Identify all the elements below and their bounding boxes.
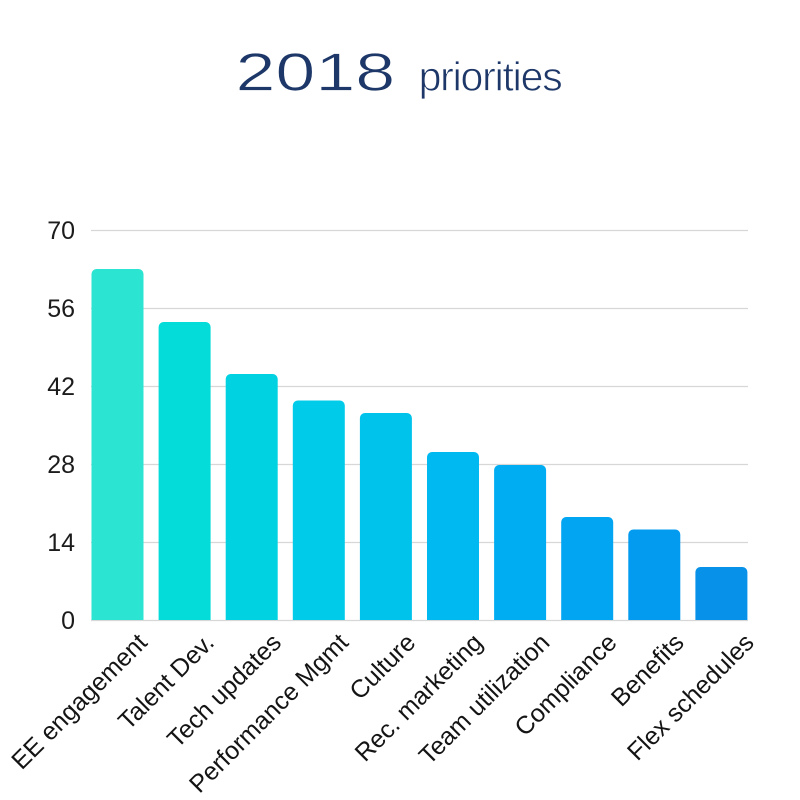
svg-text:2018: 2018 [236,42,396,102]
svg-text:70: 70 [47,217,75,245]
svg-text:14: 14 [47,529,75,557]
svg-text:56: 56 [47,295,75,323]
svg-text:42: 42 [47,373,75,401]
svg-text:priorities: priorities [419,54,563,100]
svg-text:0: 0 [61,607,75,635]
svg-text:28: 28 [47,451,75,479]
